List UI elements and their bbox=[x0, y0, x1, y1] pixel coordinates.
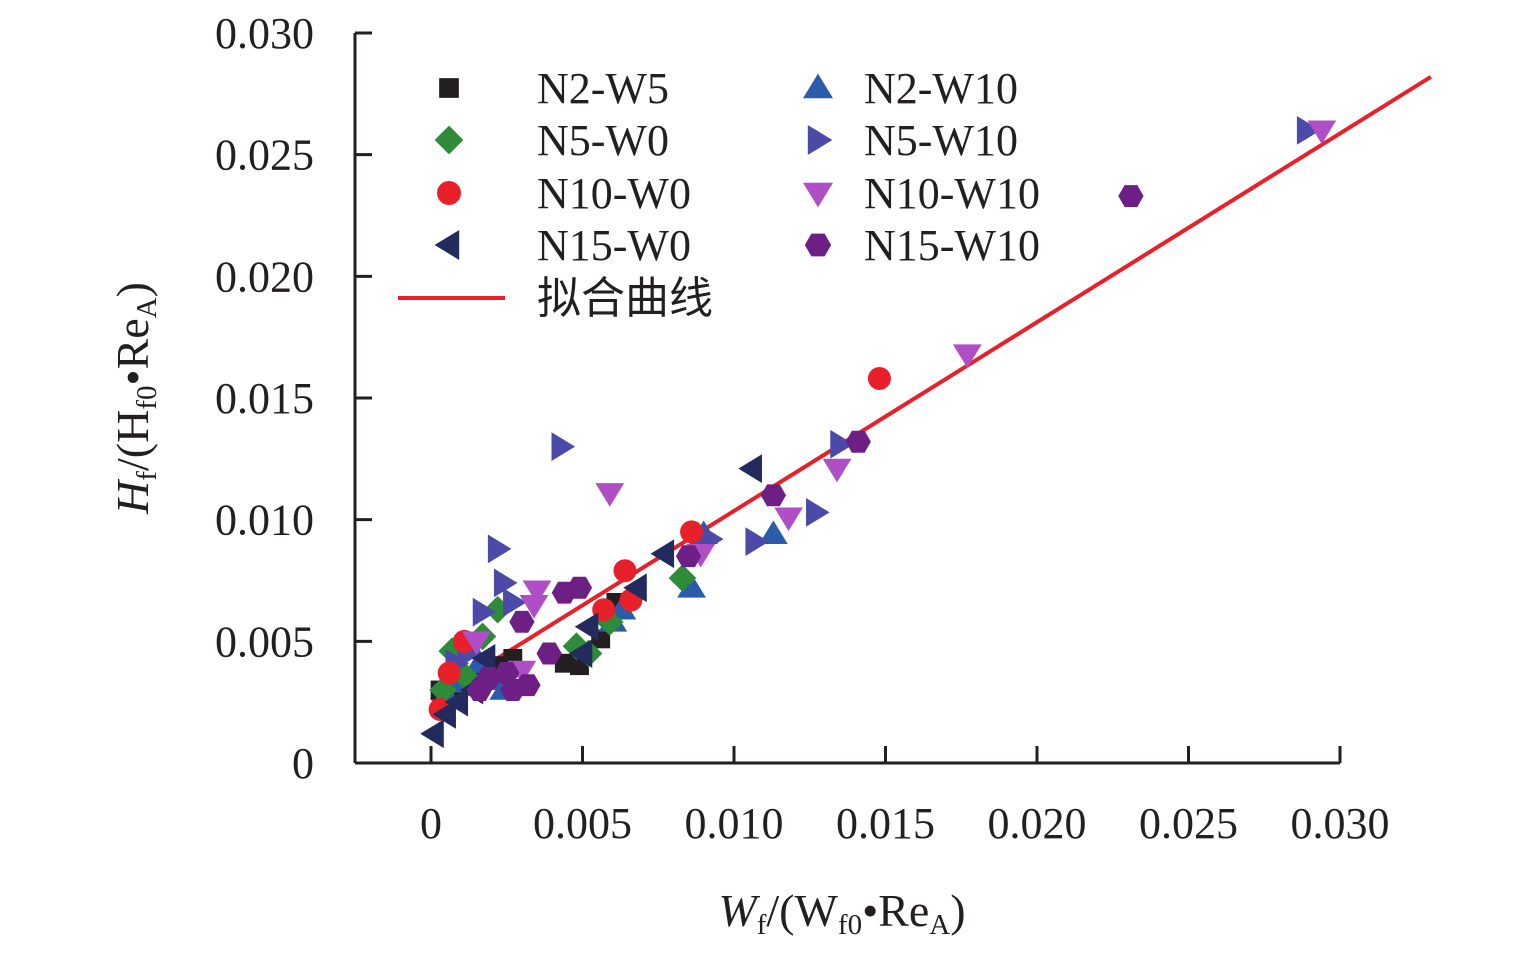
data-points bbox=[420, 115, 1337, 749]
x-tick-label: 0.025 bbox=[1139, 799, 1238, 848]
legend-label: N15-W10 bbox=[864, 221, 1040, 270]
data-point bbox=[745, 527, 770, 556]
legend-marker bbox=[439, 78, 459, 98]
legend-label: N5-W10 bbox=[864, 116, 1018, 165]
data-point bbox=[650, 539, 675, 569]
y-tick-label: 0.015 bbox=[215, 374, 314, 423]
x-tick-label: 0.015 bbox=[836, 799, 935, 848]
data-point bbox=[493, 568, 518, 598]
data-point bbox=[675, 545, 702, 568]
data-point bbox=[487, 534, 512, 564]
data-point bbox=[952, 344, 982, 368]
data-point bbox=[519, 595, 549, 619]
y-tick-label: 0.020 bbox=[215, 252, 314, 301]
legend-marker bbox=[803, 182, 833, 208]
y-tick-label: 0.030 bbox=[215, 9, 314, 58]
data-point bbox=[574, 612, 599, 642]
data-point bbox=[551, 432, 576, 462]
y-tick-label: 0 bbox=[292, 739, 314, 788]
data-point bbox=[472, 597, 497, 627]
series-n10-w10 bbox=[462, 120, 1337, 685]
data-point bbox=[738, 454, 762, 483]
legend-marker bbox=[434, 125, 464, 155]
data-point bbox=[420, 719, 444, 749]
data-point bbox=[568, 639, 593, 668]
data-point bbox=[668, 564, 697, 592]
data-point bbox=[444, 687, 469, 717]
data-point bbox=[680, 520, 704, 544]
data-point bbox=[509, 610, 535, 633]
data-point bbox=[1307, 120, 1337, 145]
fit-line-layer bbox=[429, 75, 1432, 702]
legend-label: N15-W0 bbox=[537, 221, 691, 270]
legend-fit-label: 拟合曲线 bbox=[537, 274, 713, 323]
legend-label: N10-W0 bbox=[537, 169, 691, 218]
y-tick-label: 0.010 bbox=[215, 496, 314, 545]
axes: 0 0.005 0.010 0.015 0.020 0.025 0.030 0 0.005 0.0… bbox=[215, 9, 1390, 848]
data-point bbox=[429, 676, 457, 704]
legend-label: N5-W0 bbox=[537, 116, 669, 165]
data-point bbox=[522, 580, 552, 605]
legend-marker bbox=[803, 73, 833, 99]
data-point bbox=[623, 573, 647, 603]
data-point bbox=[595, 483, 625, 507]
data-point bbox=[503, 588, 527, 617]
data-point bbox=[462, 631, 491, 656]
data-point bbox=[536, 642, 562, 665]
legend-label: N2-W5 bbox=[537, 64, 669, 113]
legend-label: N2-W10 bbox=[864, 64, 1018, 113]
data-point bbox=[760, 484, 786, 507]
data-point bbox=[1118, 185, 1144, 207]
data-point bbox=[822, 458, 852, 483]
data-point bbox=[554, 653, 574, 673]
legend-marker bbox=[437, 181, 461, 205]
data-point bbox=[437, 661, 461, 685]
x-tick-label: 0.020 bbox=[988, 799, 1087, 848]
y-tick-label: 0.025 bbox=[215, 131, 314, 180]
series-n15-w10 bbox=[466, 185, 1144, 701]
y-axis-title: Hf/(Hf0•ReA) bbox=[107, 282, 163, 515]
y-tick-label: 0.005 bbox=[215, 617, 314, 666]
legend-label: N10-W10 bbox=[864, 169, 1040, 218]
data-point bbox=[774, 507, 803, 532]
x-tick-label: 0.030 bbox=[1291, 799, 1390, 848]
legend-marker bbox=[807, 125, 833, 155]
legend-marker bbox=[804, 233, 832, 257]
x-tick-label: 0.010 bbox=[685, 799, 784, 848]
data-point bbox=[438, 637, 467, 665]
data-point bbox=[867, 367, 891, 391]
data-point bbox=[759, 520, 788, 545]
legend-marker bbox=[434, 230, 460, 260]
data-point bbox=[830, 429, 854, 459]
data-point bbox=[566, 576, 593, 599]
data-point bbox=[515, 674, 541, 697]
data-point bbox=[806, 497, 830, 527]
data-point bbox=[494, 662, 520, 684]
fit-line bbox=[429, 75, 1432, 702]
data-point bbox=[432, 699, 456, 729]
data-point bbox=[677, 574, 706, 598]
data-point bbox=[613, 559, 637, 583]
x-tick-label: 0.005 bbox=[533, 799, 632, 848]
x-axis-title: Wf/(Wf0•ReA) bbox=[718, 885, 965, 941]
data-point bbox=[1296, 115, 1321, 145]
x-tick-label: 0 bbox=[420, 799, 442, 848]
data-point bbox=[471, 643, 496, 673]
data-point bbox=[845, 430, 871, 453]
